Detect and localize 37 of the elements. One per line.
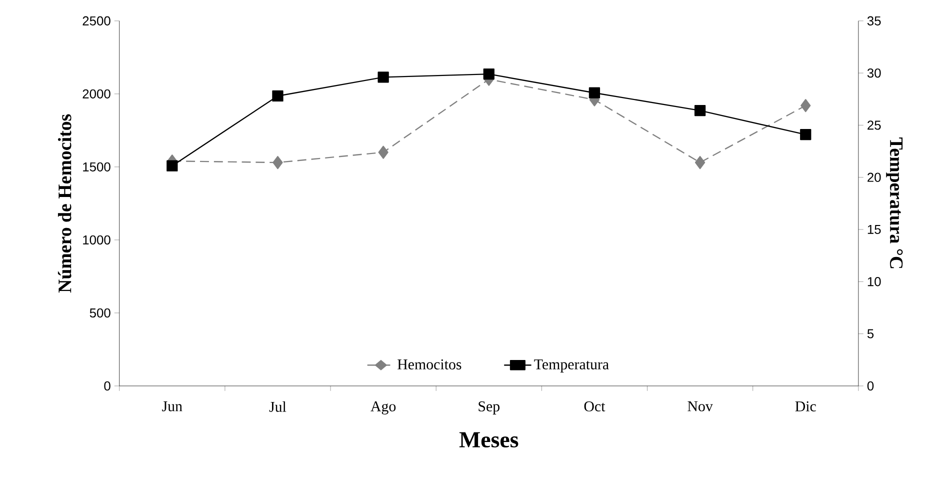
y-tick-label: 1000 [83,235,110,244]
point [694,156,706,169]
point [483,68,494,80]
point [378,71,389,83]
x-tick-label: Oct [584,401,606,412]
x-tick-label: Sep [478,401,500,414]
y2-tick-label: 25 [868,120,881,130]
point [694,104,706,116]
point [800,128,812,140]
point [272,156,283,169]
y-axis-title: Número de Hemocitos [58,114,72,292]
y-tick-label: 2000 [82,89,110,98]
y2-tick-label: 30 [867,68,881,78]
y-tick-label: 2500 [82,16,110,26]
point [800,98,811,112]
y2-tick-label: 35 [867,16,881,26]
x-axis-title: Meses [459,432,518,448]
y2-tick-label: 5 [867,329,874,338]
point [272,90,284,102]
y2-tick-label: 15 [868,224,881,234]
point [378,146,388,159]
x-tick-label: Jun [162,401,182,412]
y2-tick-label: 0 [867,381,874,390]
legend-label: Hemocitos [398,359,462,370]
y2-tick-label: 20 [868,172,881,182]
legend-label: Temperatura [534,359,609,372]
point [166,160,178,172]
y-tick-label: 0 [104,381,110,390]
x-tick-label: Nov [688,401,713,412]
y-tick-label: 500 [90,308,110,318]
y2-axis-title: Temperatura °C [886,137,903,268]
x-tick-label: Jul [269,401,286,412]
x-tick-label: Dic [795,401,816,412]
y-tick-label: 1500 [83,162,110,172]
x-tick-label: Ago [370,401,396,414]
point [588,87,600,98]
y2-tick-label: 10 [868,276,881,286]
